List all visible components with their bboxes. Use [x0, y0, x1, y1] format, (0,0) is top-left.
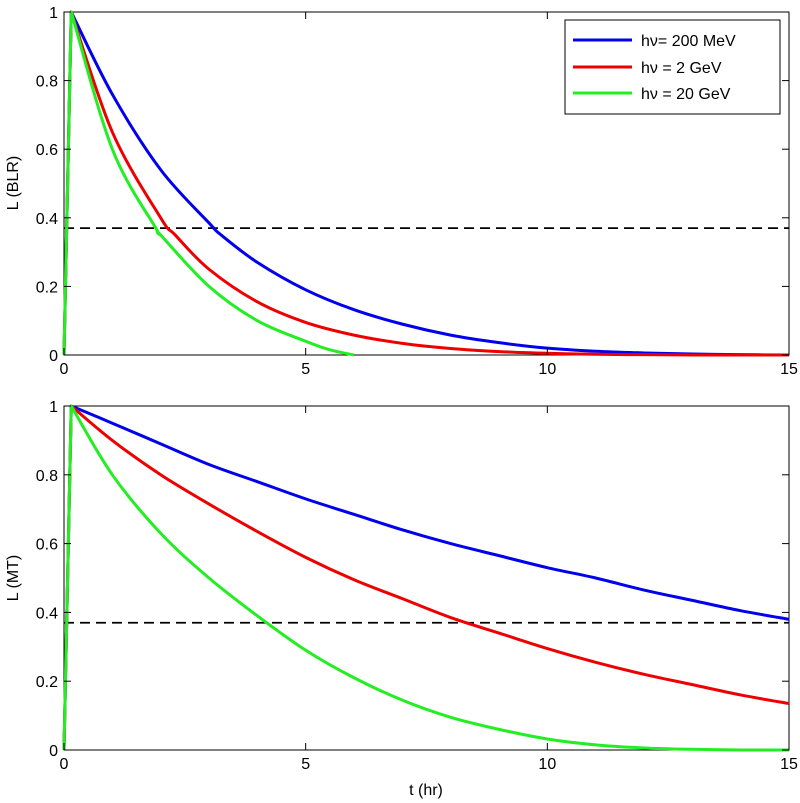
- y-tick-label-mt: 0: [49, 743, 58, 760]
- y-tick-label-blr: 0.6: [36, 142, 58, 159]
- y-tick-label-mt: 0.4: [36, 605, 58, 622]
- y-tick-label-blr: 0: [49, 348, 58, 365]
- legend: hν= 200 MeV hν = 2 GeV hν = 20 GeV: [564, 19, 781, 115]
- y-tick-label-mt: 1: [49, 399, 58, 416]
- legend-label-200mev: hν= 200 MeV: [641, 33, 736, 50]
- legend-label-2gev: hν = 2 GeV: [641, 60, 722, 77]
- x-tick-label-blr: 10: [538, 361, 556, 378]
- series-line-mt-1: [62, 404, 790, 751]
- x-tick-label-mt: 10: [538, 756, 556, 773]
- legend-label-20gev: hν = 20 GeV: [641, 86, 731, 103]
- y-tick-label-blr: 0.4: [36, 211, 58, 228]
- y-axis-title-mt: L (MT): [5, 555, 22, 602]
- x-tick-label-blr: 5: [301, 361, 310, 378]
- panel-blr: 0 5 10 15 0 0.2 0.4 0.6 0.8 1 L (BLR) hν= 200 MeV…: [5, 5, 798, 378]
- x-tick-label-blr: 0: [60, 361, 69, 378]
- series-line-blr-0: [62, 10, 790, 357]
- x-axis-title: t (hr): [409, 782, 443, 799]
- y-tick-label-blr: 1: [49, 5, 58, 22]
- x-tick-label-mt: 15: [780, 756, 798, 773]
- y-tick-label-blr: 0.2: [36, 279, 58, 296]
- y-tick-label-blr: 0.8: [36, 74, 58, 91]
- y-axis-title-blr: L (BLR): [5, 156, 22, 211]
- panel-mt: 0 5 10 15 0 0.2 0.4 0.6 0.8 1 L (MT) t (hr): [5, 399, 798, 799]
- x-tick-label-mt: 0: [60, 756, 69, 773]
- x-tick-label-blr: 15: [780, 361, 798, 378]
- series-line-blr-1: [62, 10, 789, 357]
- series-line-blr-2: [62, 10, 355, 357]
- plot-area-mt: [63, 405, 790, 751]
- y-tick-label-mt: 0.6: [36, 537, 58, 554]
- x-tick-label-mt: 5: [301, 756, 310, 773]
- y-tick-label-mt: 0.8: [36, 468, 58, 485]
- y-tick-label-mt: 0.2: [36, 674, 58, 691]
- series-line-mt-2: [62, 404, 790, 752]
- series-line-mt-0: [62, 404, 790, 751]
